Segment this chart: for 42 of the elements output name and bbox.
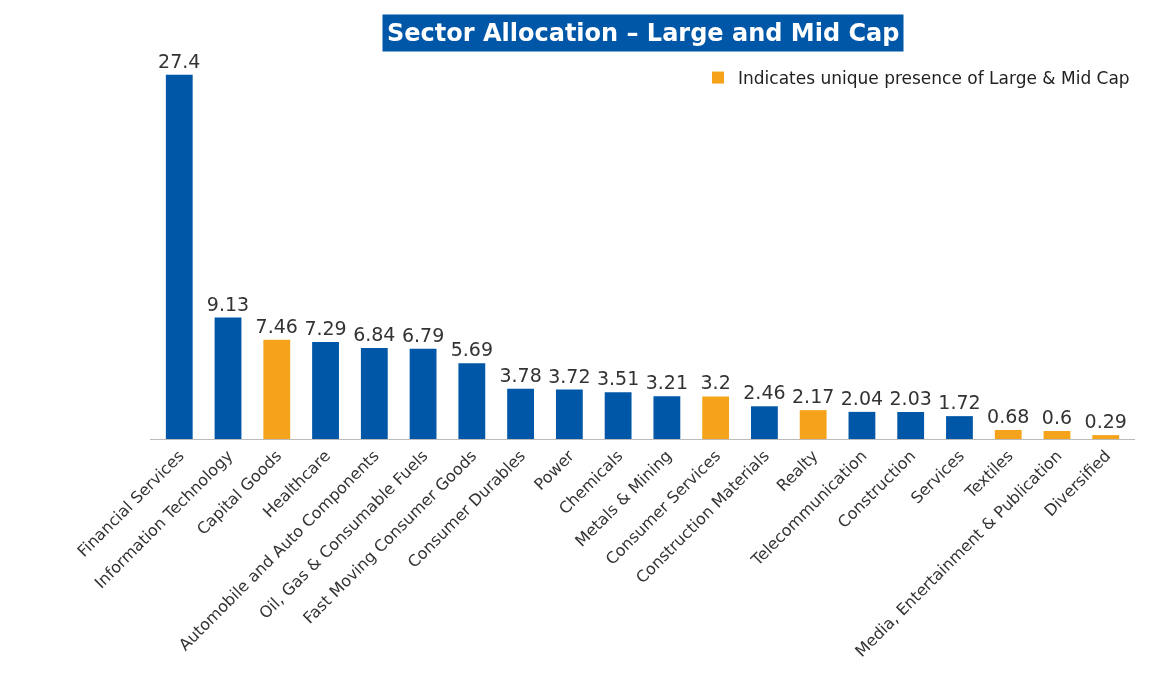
bar (555, 389, 583, 439)
bar (263, 339, 291, 439)
bar (507, 388, 534, 439)
bar (751, 406, 778, 439)
data-label: 2.46 (743, 381, 786, 404)
data-label: 6.84 (353, 323, 396, 346)
bar (360, 348, 388, 439)
data-label: 2.03 (889, 387, 932, 409)
data-label: 3.2 (700, 371, 731, 394)
data-label: 3.72 (548, 364, 591, 387)
data-label: 0.68 (987, 404, 1030, 427)
bar (653, 396, 681, 439)
bar (799, 410, 827, 439)
bar (1092, 435, 1120, 439)
bar (946, 416, 973, 439)
bar (994, 429, 1022, 439)
bar (897, 412, 925, 439)
bar (604, 392, 632, 439)
bar (214, 317, 242, 439)
data-label: 3.78 (499, 363, 542, 386)
bar (848, 411, 876, 439)
bar (312, 342, 339, 439)
data-label: 5.69 (450, 338, 493, 361)
data-label: 7.46 (255, 314, 298, 337)
data-label: 1.72 (938, 391, 981, 414)
data-label: 2.17 (792, 385, 835, 408)
chart-title: Sector Allocation – Large and Mid Cap (387, 19, 900, 47)
data-label: 9.13 (206, 292, 250, 315)
data-label: 3.21 (645, 371, 689, 394)
legend-label: Indicates unique presence of Large & Mid Cap (738, 68, 1130, 89)
data-label: 2.04 (840, 386, 884, 409)
bar (458, 363, 486, 439)
bar (1043, 431, 1071, 439)
data-label: 0.29 (1084, 410, 1127, 433)
data-label: 6.79 (401, 323, 445, 346)
data-label: 27.4 (158, 49, 201, 72)
bar (702, 396, 730, 439)
bar (409, 348, 437, 439)
data-label: 0.6 (1041, 406, 1073, 429)
data-label: 7.29 (304, 317, 347, 340)
data-label: 3.51 (596, 367, 640, 390)
bar (165, 74, 193, 439)
